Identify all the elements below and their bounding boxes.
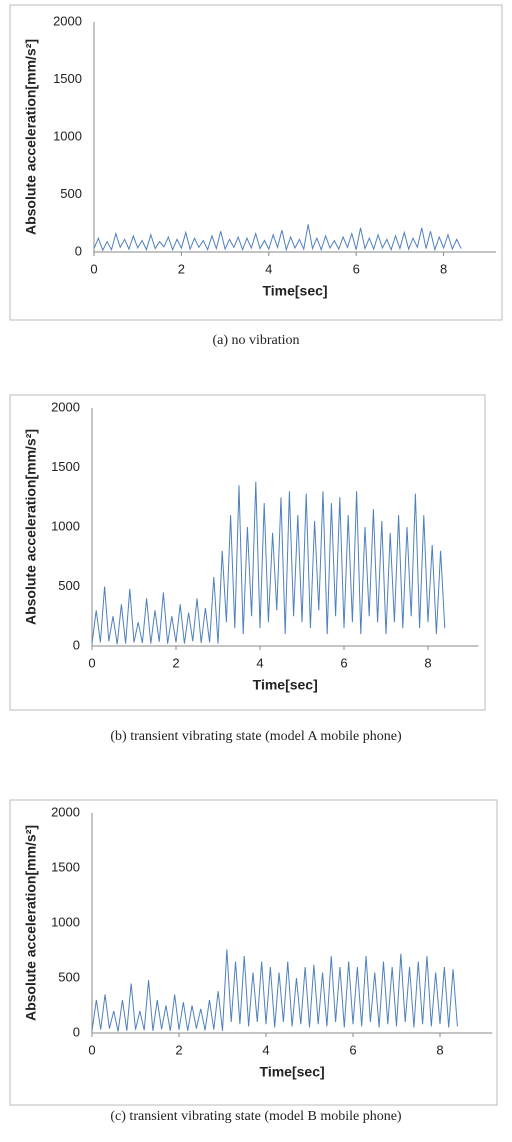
y-tick-label: 0 bbox=[73, 637, 80, 652]
x-tick-label: 8 bbox=[436, 1042, 443, 1057]
x-tick-label: 4 bbox=[262, 1042, 269, 1057]
y-tick-label: 1000 bbox=[51, 518, 80, 533]
y-tick-label: 1500 bbox=[53, 71, 82, 86]
y-tick-label: 500 bbox=[58, 969, 80, 984]
x-tick-label: 4 bbox=[256, 655, 263, 670]
x-tick-label: 6 bbox=[353, 261, 360, 276]
x-tick-label: 0 bbox=[88, 655, 95, 670]
x-tick-label: 8 bbox=[440, 261, 447, 276]
y-tick-label: 1000 bbox=[51, 914, 80, 929]
data-line bbox=[91, 949, 458, 1032]
y-tick-label: 2000 bbox=[53, 13, 82, 28]
y-tick-label: 0 bbox=[73, 1024, 80, 1039]
chart-frame bbox=[9, 4, 503, 321]
x-tick-label: 2 bbox=[175, 1042, 182, 1057]
x-axis-title: Time[sec] bbox=[260, 1064, 325, 1080]
x-tick-label: 6 bbox=[349, 1042, 356, 1057]
caption: (a) no vibration bbox=[212, 333, 299, 348]
chart-frame bbox=[9, 799, 498, 1106]
y-tick-label: 1500 bbox=[51, 459, 80, 474]
caption: (c) transient vibrating state (model B m… bbox=[110, 1109, 402, 1124]
x-tick-label: 6 bbox=[340, 655, 347, 670]
y-tick-label: 2000 bbox=[51, 399, 80, 414]
x-axis-title: Time[sec] bbox=[253, 677, 318, 693]
y-tick-label: 500 bbox=[58, 578, 80, 593]
x-tick-label: 2 bbox=[172, 655, 179, 670]
x-tick-label: 0 bbox=[90, 261, 97, 276]
y-tick-label: 2000 bbox=[51, 804, 80, 819]
data-line bbox=[91, 481, 446, 645]
y-tick-label: 1000 bbox=[53, 128, 82, 143]
y-tick-label: 1500 bbox=[51, 859, 80, 874]
y-axis-title: Absolute acceleration[mm/s²] bbox=[23, 39, 39, 235]
caption: (b) transient vibrating state (model A m… bbox=[110, 729, 402, 744]
x-tick-label: 4 bbox=[265, 261, 272, 276]
data-line bbox=[93, 224, 462, 252]
y-tick-label: 0 bbox=[75, 243, 82, 258]
x-tick-label: 2 bbox=[178, 261, 185, 276]
y-tick-label: 500 bbox=[60, 186, 82, 201]
x-axis-title: Time[sec] bbox=[262, 283, 327, 299]
y-axis-title: Absolute acceleration[mm/s²] bbox=[23, 825, 39, 1021]
x-tick-label: 8 bbox=[424, 655, 431, 670]
x-tick-label: 0 bbox=[88, 1042, 95, 1057]
y-axis-title: Absolute acceleration[mm/s²] bbox=[23, 429, 39, 625]
